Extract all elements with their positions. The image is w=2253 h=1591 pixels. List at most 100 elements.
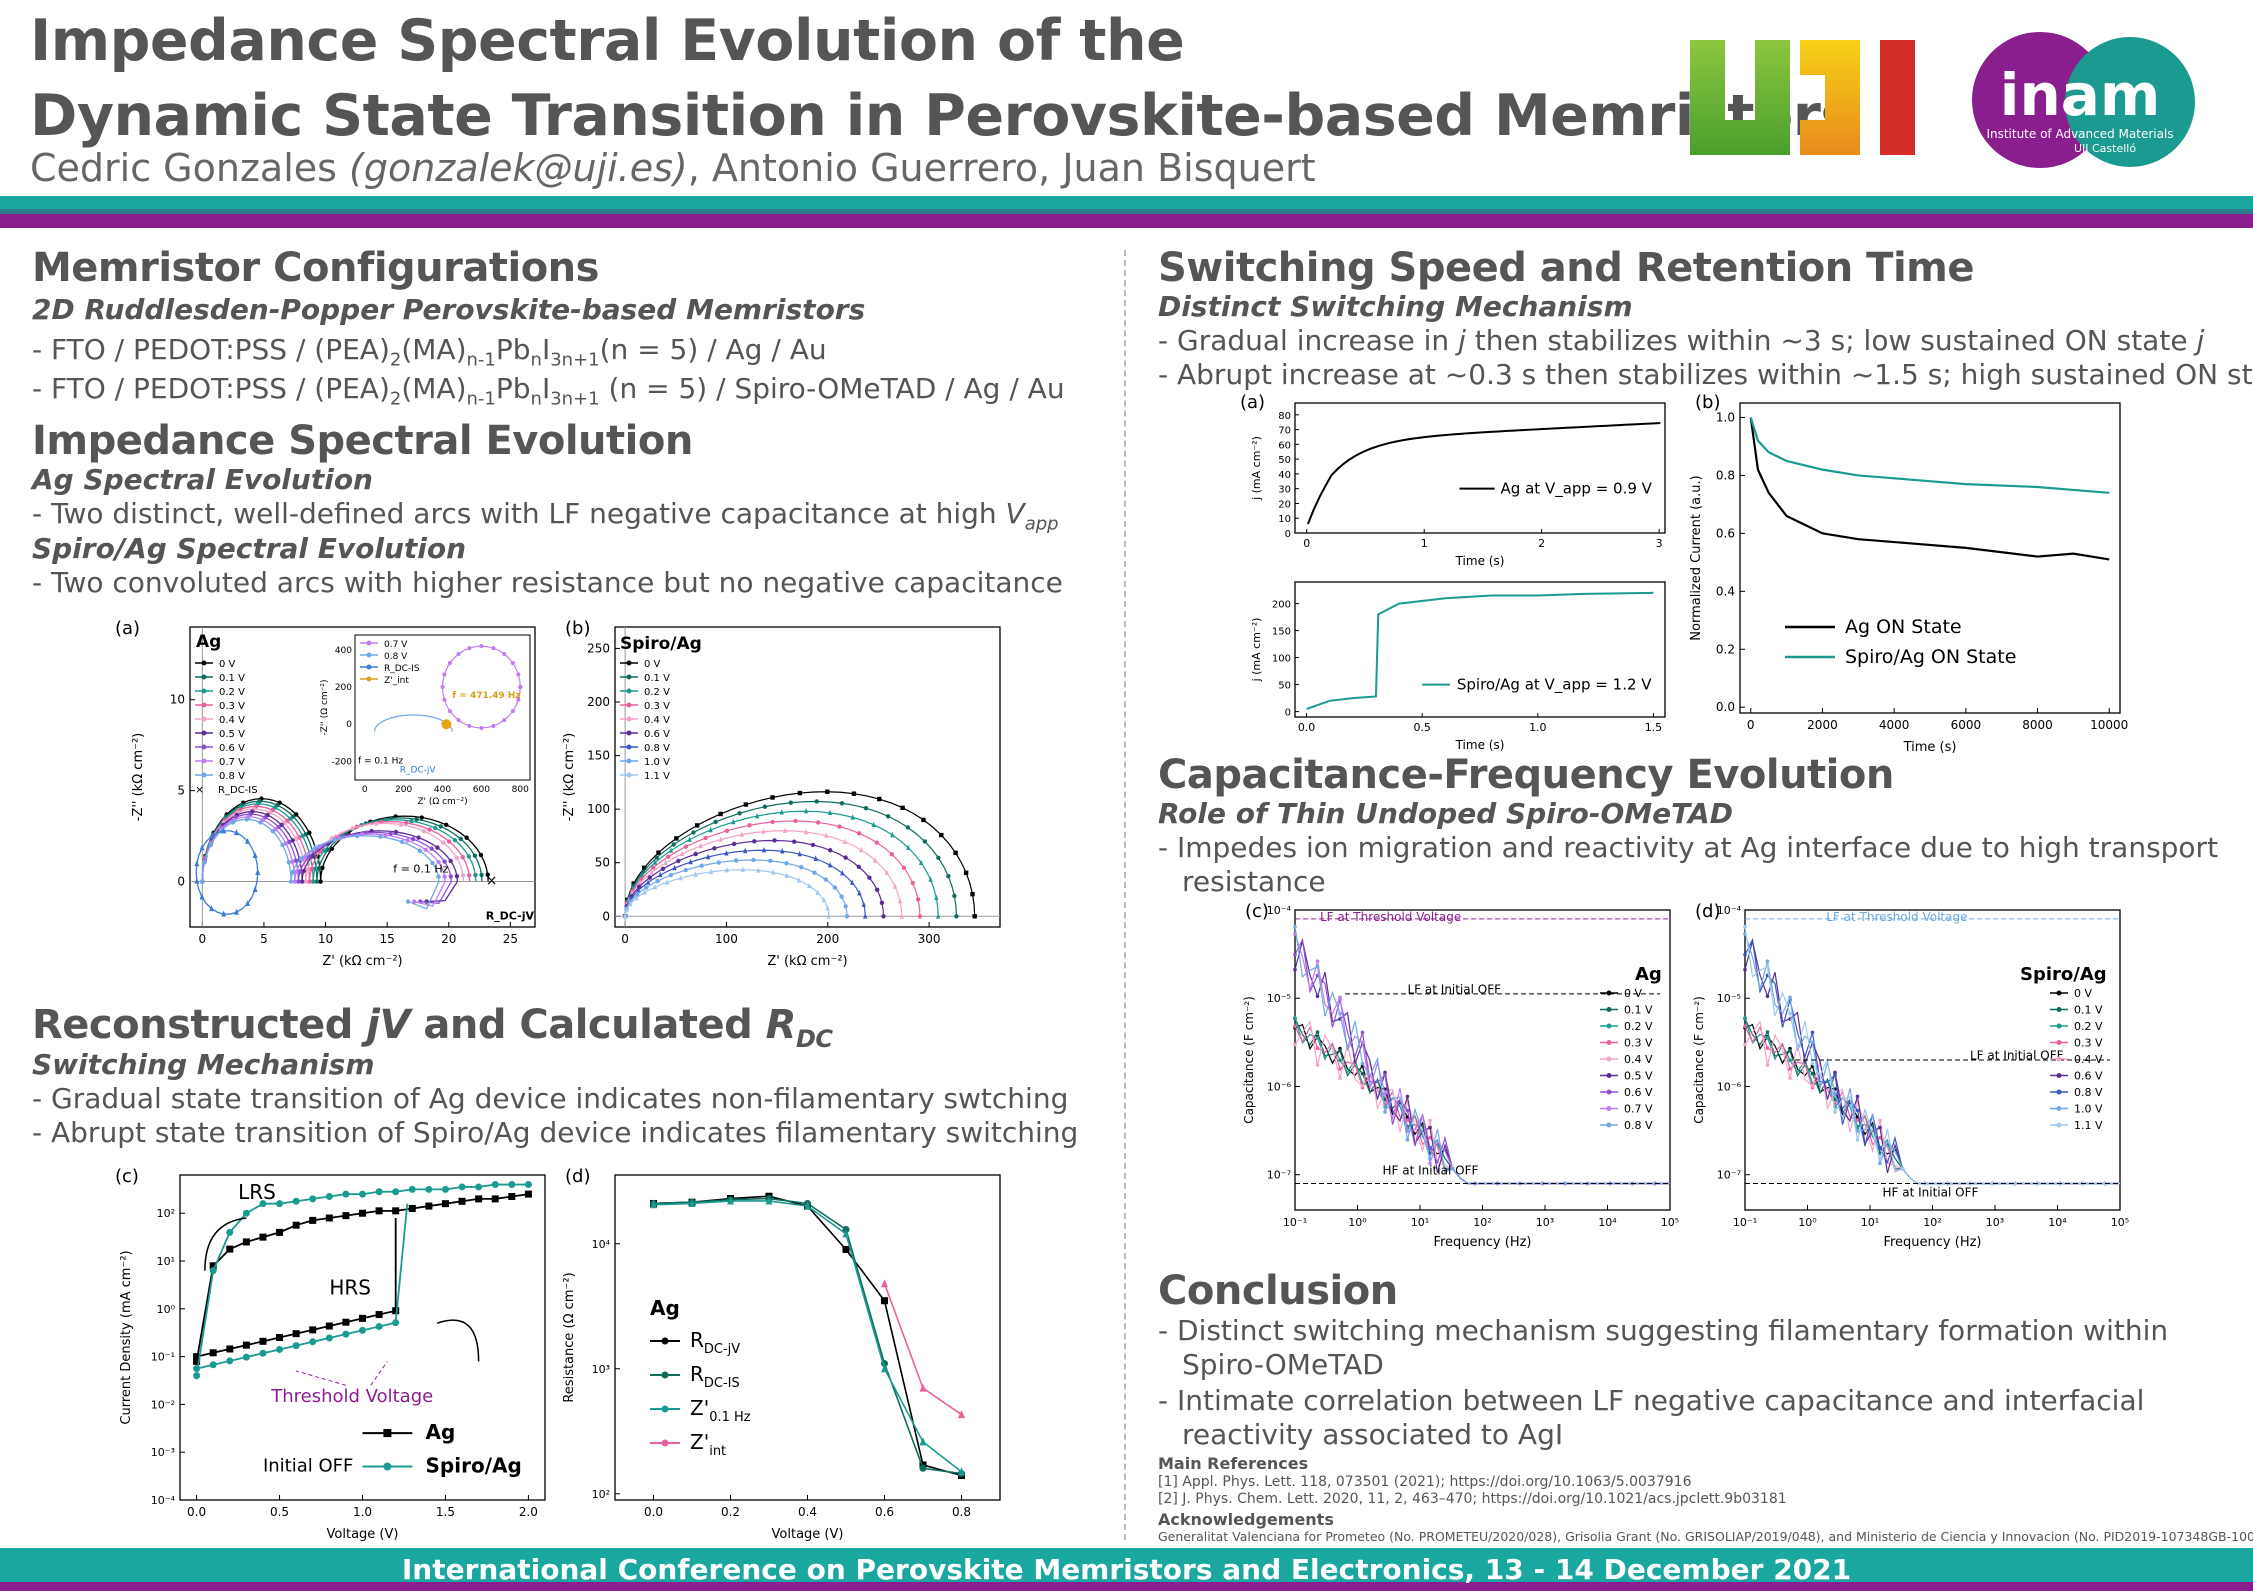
nyq-ag-point (252, 851, 258, 858)
fig-cc-legend-entry: 0.2 V (1624, 1020, 1653, 1033)
jv-xtick-label: 0.5 (270, 1505, 289, 1519)
fig-cc-point (1405, 1118, 1410, 1122)
nyq-sp-point (873, 857, 878, 863)
fig-cd-point (1833, 1110, 1837, 1114)
fig-cd-point (1765, 964, 1770, 969)
footer-band-purple (0, 1582, 2253, 1591)
fig-cd-point (1765, 1046, 1770, 1050)
res-point-2 (688, 1198, 696, 1207)
res-point-1 (919, 1464, 927, 1472)
fig-cc-xtick-label: 10² (1473, 1216, 1491, 1229)
nyq-ag-inset-point (447, 661, 452, 666)
nyq-ag-ylabel: -Z'' (kΩ cm⁻²) (131, 733, 146, 822)
nyq-ag-point (200, 879, 205, 884)
fig-cd-legend-entry: 0 V (2074, 987, 2092, 1000)
nyq-sp-point (922, 839, 927, 844)
fig-cc-title: Ag (1635, 964, 1662, 985)
inam-logo: inam Institute of Advanced Materials UJI… (1972, 32, 2195, 168)
nyq-sp-point (742, 847, 748, 854)
fig-cc-xtick-label: 10¹ (1411, 1216, 1429, 1229)
jv-xtick-label: 1.0 (353, 1505, 372, 1519)
fig-cd-point (1765, 1035, 1770, 1040)
fig-cc-annot-hf-off: HF at Initial OFF (1383, 1163, 1479, 1177)
nyq-ag-point (307, 879, 312, 884)
panel-label-a: (a) (115, 618, 140, 639)
fig-cc-point (1428, 1161, 1432, 1166)
inam-sub1: Institute of Advanced Materials (1986, 127, 2173, 141)
nyq-ag-point (444, 822, 449, 828)
fig-cd-legend-swatch-marker (2056, 1122, 2062, 1128)
jv-frame (179, 1174, 546, 1501)
fig-cd-legend-swatch-marker (2056, 1040, 2062, 1045)
nyq-ag-point (398, 822, 404, 827)
nyq-ag-xtick-label: 15 (380, 932, 395, 946)
nyq-ag-point (429, 846, 434, 851)
fig-cd-point (1743, 924, 1747, 929)
fig-cd-legend-entry: 1.1 V (2074, 1119, 2103, 1132)
fig-cc-point (1315, 1035, 1320, 1040)
nyq-ag-annot-f: f = 0.1 Hz (393, 862, 448, 875)
fig-cd-legend-swatch-marker (2056, 1056, 2062, 1062)
jv-point-1 (359, 1190, 366, 1198)
fig-cd-point (1833, 1092, 1837, 1096)
nyq-ag-point (208, 842, 213, 848)
jv-annot-hrs: HRS (329, 1275, 371, 1299)
nyq-ag-point (290, 838, 295, 843)
res-legend-entry: Z'0.1 Hz (690, 1396, 751, 1425)
fig-cc-point (1428, 1125, 1432, 1130)
nyq-sp-point (756, 867, 761, 873)
sw-ag-ytick-label: 40 (1278, 470, 1291, 481)
fig-cc-point (1360, 1040, 1365, 1045)
nyq-ag-point (399, 839, 405, 845)
nyq-sp-point (782, 827, 788, 833)
nyq-ag-series (201, 813, 452, 905)
fig-cd-point (1788, 1011, 1792, 1016)
nyq-sp-point (915, 897, 921, 902)
fig-cc-point (1540, 1181, 1545, 1186)
res-legend-entry: RDC-jV (690, 1328, 740, 1357)
nyq-sp-point (666, 854, 671, 859)
subtitle-spiro-spectral: Spiro/Ag Spectral Evolution (32, 532, 467, 565)
fig-cc-point (1428, 1146, 1432, 1151)
fig-cd-xtick-label: 10¹ (1861, 1216, 1879, 1229)
nyq-sp-point (900, 805, 905, 811)
nyq-ag-point (458, 836, 464, 842)
nyq-sp-point (671, 842, 676, 847)
nyq-ag-legend-entry: 0.8 V (219, 771, 245, 782)
nyq-ag-point (298, 856, 304, 861)
nyq-ag-legend-swatch-marker (201, 744, 207, 750)
fig-cd-legend-swatch-marker (2056, 990, 2062, 996)
jv-legend-ag-marker (383, 1429, 392, 1438)
nyq-ag-inset-point (518, 685, 523, 690)
nyq-sp-point (963, 870, 969, 875)
acknowledgements-text: Generalitat Valenciana for Prometeo (No.… (1158, 1529, 2253, 1544)
fig-cc-point (1293, 1016, 1297, 1020)
nyq-sp-point (905, 825, 911, 830)
nyq-ag-inset-xtick: 800 (512, 785, 529, 795)
capacitance-bullet-1: - Impedes ion migration and reactivity a… (1158, 831, 2219, 864)
nyq-sp-point (652, 859, 658, 865)
nyq-ag-inset-legend-swatch-marker (366, 652, 372, 658)
jv-annot-initial: Initial OFF (263, 1455, 353, 1476)
nyq-ag-annot-rdc: R_DC-jV (486, 910, 535, 923)
fig-cd-point (1810, 1071, 1815, 1076)
jv-legend-spiro-marker (383, 1462, 392, 1471)
jv-switch-1 (394, 1203, 409, 1323)
nyq-sp-point (856, 864, 862, 870)
jv-point-1 (325, 1193, 333, 1201)
res-point-3 (919, 1383, 927, 1392)
jv-point-1 (375, 1188, 383, 1196)
jv-point-1 (441, 1185, 449, 1193)
nyq-ag-inset-ytick: 400 (335, 646, 352, 656)
ret-xlabel: Time (s) (1903, 740, 1957, 755)
reference-1: [1] Appl. Phys. Lett. 118, 073501 (2021)… (1158, 1474, 1692, 1490)
sw-sp-ytick-label: 0 (1285, 708, 1291, 719)
nyq-sp-point (761, 847, 767, 853)
fig-cd-title: Spiro/Ag (2020, 964, 2107, 985)
jv-point-low-0 (325, 1322, 333, 1330)
column-divider (1124, 250, 1126, 1540)
nyq-ag-point (293, 836, 299, 842)
nyq-sp-point (953, 850, 958, 856)
fig-cc-point (1293, 1024, 1297, 1029)
nyq-sp-point (698, 842, 703, 849)
